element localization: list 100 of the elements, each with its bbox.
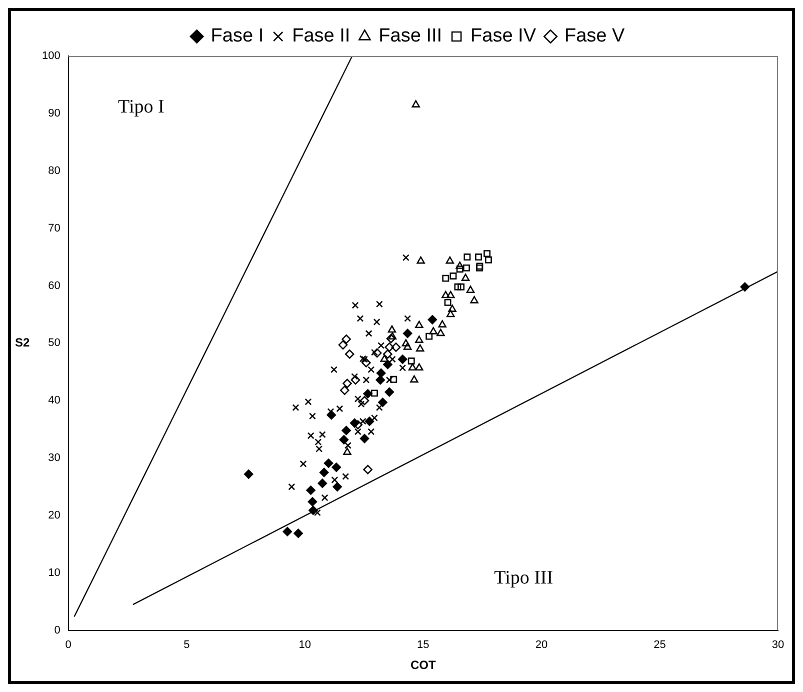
point — [466, 286, 475, 294]
point — [350, 375, 360, 385]
point — [339, 435, 349, 444]
legend-label: Fase I — [210, 26, 264, 47]
y-tick-label: 60 — [48, 280, 60, 292]
point — [326, 410, 336, 420]
y-tick-label: 0 — [54, 624, 60, 636]
point — [330, 366, 338, 374]
point — [308, 506, 318, 515]
point — [359, 418, 366, 425]
point — [484, 250, 491, 258]
point — [436, 328, 445, 336]
point — [282, 526, 292, 536]
point — [415, 336, 424, 343]
point — [376, 375, 386, 385]
point — [412, 100, 420, 108]
point — [372, 348, 382, 358]
point — [386, 376, 393, 384]
point — [388, 356, 396, 363]
point — [344, 349, 354, 359]
x-tick-label: 0 — [65, 639, 72, 652]
point — [304, 398, 312, 406]
point — [288, 483, 296, 490]
point — [470, 296, 478, 304]
point — [376, 404, 383, 412]
x-tick-label: 30 — [772, 639, 784, 652]
point — [442, 290, 450, 298]
point — [456, 266, 464, 273]
point — [399, 364, 406, 372]
point — [384, 342, 394, 352]
point — [365, 330, 372, 337]
point — [360, 396, 370, 406]
point — [318, 478, 328, 488]
point — [386, 334, 396, 344]
point — [364, 416, 374, 426]
point — [292, 404, 300, 412]
point — [354, 428, 362, 436]
point — [380, 354, 388, 362]
point — [356, 315, 364, 322]
point — [319, 468, 329, 478]
point — [342, 426, 351, 436]
point — [428, 315, 438, 324]
point — [444, 298, 452, 306]
point — [308, 497, 318, 506]
point — [438, 320, 446, 328]
point — [244, 470, 254, 479]
point — [408, 358, 415, 364]
point — [307, 432, 314, 440]
point — [388, 325, 396, 333]
point — [358, 400, 365, 408]
point — [370, 390, 378, 397]
point — [343, 448, 352, 455]
point — [415, 363, 424, 371]
point — [450, 272, 457, 280]
point — [342, 472, 350, 480]
point — [308, 412, 316, 420]
point — [403, 342, 412, 350]
point — [383, 360, 392, 370]
point — [373, 318, 380, 326]
point — [376, 368, 386, 378]
point — [429, 327, 438, 334]
y-tick-label: 70 — [48, 222, 60, 234]
point — [415, 320, 424, 328]
annotation: Tipo III — [494, 568, 554, 589]
point — [363, 464, 372, 474]
point — [458, 283, 465, 290]
point — [338, 340, 348, 350]
point — [331, 476, 338, 484]
point — [448, 304, 456, 312]
x-axis-title: COT — [410, 658, 437, 672]
point — [321, 494, 328, 502]
point — [376, 300, 383, 308]
point — [332, 482, 342, 492]
point — [384, 387, 394, 397]
y-tick-label: 10 — [48, 566, 60, 579]
point — [454, 283, 462, 290]
legend-label: Fase IV — [470, 26, 536, 47]
point — [410, 375, 418, 383]
y-axis-title: S2 — [15, 336, 30, 350]
point — [368, 366, 375, 374]
x-tick-label: 20 — [535, 639, 548, 652]
point — [306, 486, 316, 495]
point — [484, 256, 492, 264]
y-tick-label: 40 — [48, 394, 60, 407]
point — [342, 378, 352, 388]
point — [318, 431, 326, 438]
point — [378, 398, 388, 408]
point — [391, 342, 401, 352]
point — [378, 342, 385, 349]
point — [398, 354, 408, 364]
point — [416, 256, 425, 264]
point — [362, 376, 370, 384]
point — [740, 282, 750, 292]
point — [336, 405, 344, 412]
point — [446, 290, 455, 298]
y-tick-label: 100 — [42, 50, 60, 62]
point — [402, 254, 410, 262]
point — [354, 395, 362, 402]
point — [363, 389, 372, 398]
point — [350, 418, 360, 428]
